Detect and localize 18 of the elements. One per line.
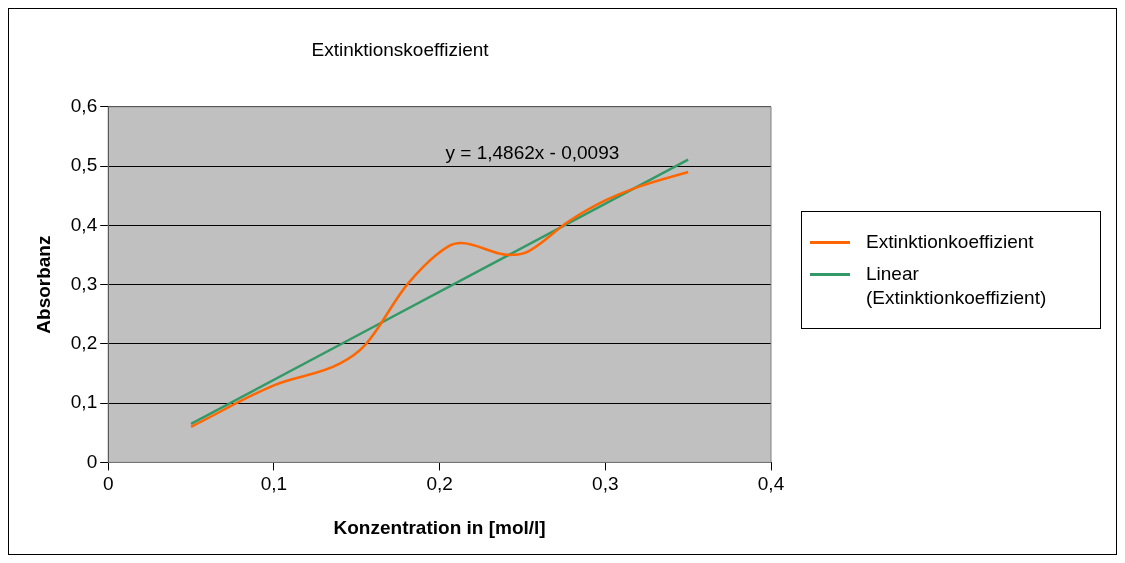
x-tick-label: 0,1 — [260, 473, 288, 495]
legend-label: Linear (Extinktionkoeffizient) — [866, 262, 1048, 310]
legend-label: Extinktionkoeffizient — [866, 230, 1034, 254]
x-axis-title: Konzentration in [mol/l] — [333, 516, 546, 538]
x-tick-label: 0 — [102, 473, 114, 495]
y-tick-label: 0,1 — [70, 391, 98, 413]
y-tick-label: 0,4 — [70, 213, 98, 235]
y-tick-label: 0,2 — [70, 332, 98, 354]
y-tick-label: 0,3 — [70, 272, 98, 294]
y-tick-label: 0,5 — [70, 154, 98, 176]
x-tick-label: 0,4 — [757, 473, 785, 495]
y-tick-label: 0,6 — [70, 95, 98, 117]
chart-title: Extinktionskoeffizient — [311, 38, 490, 60]
annotation: y = 1,4862x - 0,0093 — [445, 141, 620, 163]
x-tick-label: 0,3 — [592, 473, 619, 495]
y-axis-title: Absorbanz — [32, 235, 54, 334]
x-tick-label: 0,2 — [426, 473, 453, 495]
y-tick-label: 0 — [86, 450, 98, 472]
